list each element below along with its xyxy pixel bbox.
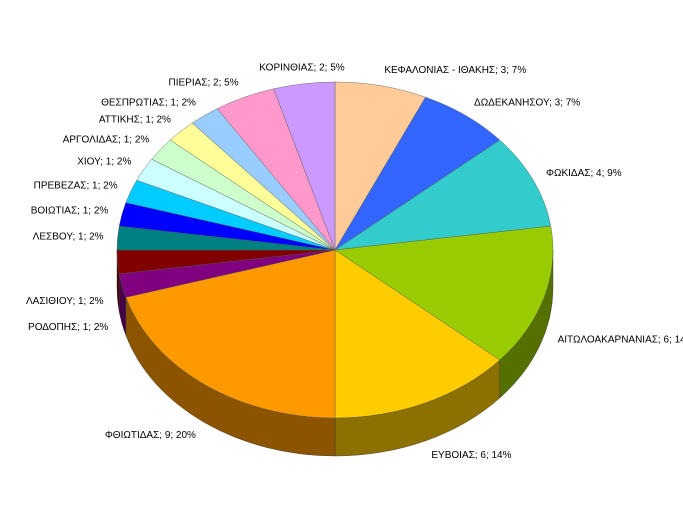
data-label: ΛΑΣΙΘΙΟΥ; 1; 2%	[26, 296, 104, 307]
slice	[273, 81, 336, 251]
data-label: ΘΕΣΠΡΩΤΙΑΣ; 1; 2%	[101, 97, 196, 108]
data-label: ΕΥΒΟΙΑΣ; 6; 14%	[431, 450, 511, 461]
data-label: ΚΕΦΑΛΟΝΙΑΣ - ΙΘΑΚΗΣ; 3; 7%	[384, 65, 526, 76]
data-label: ΔΩΔΕΚΑΝΗΣΟΥ; 3; 7%	[474, 97, 580, 108]
data-label: ΑΡΓΟΛΙΔΑΣ; 1; 2%	[63, 134, 150, 145]
data-label: ΑΙΤΩΛΟΑΚΑΡΝΑΝΙΑΣ; 6; 14%	[558, 334, 683, 345]
slice	[334, 249, 501, 419]
slice	[334, 225, 554, 361]
data-label: ΑΤΤΙΚΗΣ; 1; 2%	[99, 115, 171, 126]
data-label: ΦΩΚΙΔΑΣ; 4; 9%	[546, 168, 622, 179]
data-label: ΒΟΙΩΤΙΑΣ; 1; 2%	[31, 206, 109, 217]
data-label: ΧΙΟΥ; 1; 2%	[77, 156, 131, 167]
data-label: ΦΘΙΩΤΙΔΑΣ; 9; 20%	[105, 430, 196, 441]
data-label: ΠΙΕΡΙΑΣ; 2; 5%	[169, 77, 239, 88]
data-label: ΚΟΡΙΝΘΙΑΣ; 2; 5%	[259, 63, 344, 74]
slice	[125, 249, 336, 419]
data-label: ΠΡΕΒΕΖΑΣ; 1; 2%	[34, 180, 118, 191]
slice	[334, 139, 552, 251]
data-label: ΡΟΔΟΠΗΣ; 1; 2%	[28, 322, 108, 333]
data-label: ΛΕΣΒΟΥ; 1; 2%	[33, 232, 104, 243]
